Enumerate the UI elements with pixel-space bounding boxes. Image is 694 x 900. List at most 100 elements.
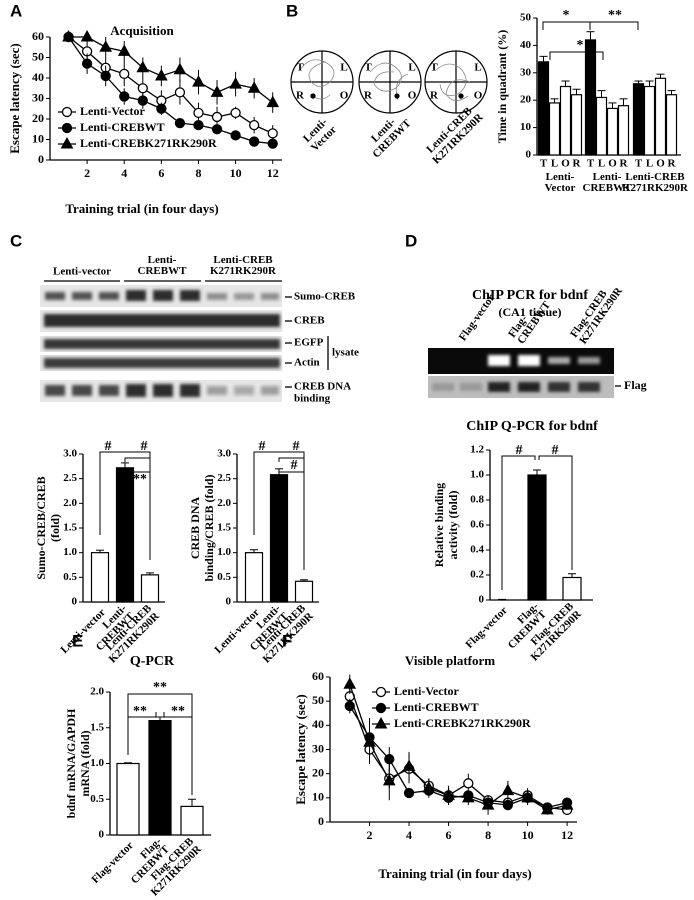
y-tick-label: 0 xyxy=(99,829,105,841)
y-tick-label: 3.0 xyxy=(217,448,231,460)
significance-mark: * xyxy=(563,8,570,23)
bar xyxy=(570,94,583,156)
chip-gel xyxy=(428,348,621,398)
bar xyxy=(537,61,550,156)
y-tick-label: 0 xyxy=(526,149,532,161)
bar xyxy=(584,39,597,156)
y-tick-label: 1.5 xyxy=(217,522,231,534)
significance-bracket xyxy=(124,457,150,462)
significance-mark: # xyxy=(516,443,523,458)
bar xyxy=(632,83,645,156)
x-tick-label: 12 xyxy=(561,828,573,842)
bar xyxy=(548,102,561,156)
y-tick-label: 3.0 xyxy=(63,448,77,460)
x-tick-label: L xyxy=(551,158,558,170)
lane-label: Lenti-vector xyxy=(53,266,111,278)
x-tick-label: R xyxy=(668,158,677,170)
point xyxy=(156,103,167,114)
x-tick-label: O xyxy=(608,158,617,170)
significance-bracket xyxy=(501,455,536,590)
y-axis-label: (fold) xyxy=(48,514,62,542)
significance-bracket xyxy=(538,455,573,570)
significance-bracket xyxy=(542,21,591,30)
significance-bracket xyxy=(99,451,151,560)
point xyxy=(266,95,280,108)
y-axis-label: mRNA (fold) xyxy=(78,730,92,796)
legend-marker xyxy=(375,702,387,714)
lane-label: Lenti- xyxy=(148,254,177,266)
x-tick-label: T xyxy=(540,158,548,170)
point xyxy=(80,29,94,42)
point xyxy=(230,130,241,141)
point xyxy=(461,790,475,803)
y-axis-label: Time in quadrant (%) xyxy=(495,30,509,143)
y-tick-label: 0.6 xyxy=(470,519,484,531)
quadrant-label: T xyxy=(296,62,304,74)
x-tick-label: R xyxy=(573,158,582,170)
x-tick-label: 6 xyxy=(446,828,452,842)
lane-label: Lenti-CREB xyxy=(213,254,273,266)
y-tick-label: 0.2 xyxy=(470,569,484,581)
point xyxy=(560,798,574,810)
group-label: Lenti- xyxy=(546,171,575,183)
quadrant-label: L xyxy=(340,62,347,74)
y-tick-label: 50 xyxy=(32,49,44,63)
y-axis-label: binding/CREB (fold) xyxy=(202,474,216,581)
significance-bracket xyxy=(124,471,151,477)
significance-mark: # xyxy=(105,439,112,454)
y-axis-label: Relative binding xyxy=(432,483,446,567)
y-axis-label: Escape latency (sec) xyxy=(293,694,308,804)
bar xyxy=(665,94,678,156)
y-tick-label: 30 xyxy=(32,90,44,104)
legend-label: Lenti-CREBK271RK290R xyxy=(80,136,217,150)
significance-mark: ** xyxy=(171,704,185,719)
quadrant-label: O xyxy=(340,90,349,102)
bar xyxy=(148,719,172,836)
y-tick-label: 2.5 xyxy=(63,472,77,484)
lane-label: CREBWT xyxy=(138,265,188,277)
point xyxy=(422,781,436,793)
y-tick-label: 0.5 xyxy=(90,793,104,805)
legend-marker xyxy=(374,716,388,729)
bar xyxy=(527,474,547,601)
gel-title: ChIP PCR for bdnf xyxy=(472,288,588,303)
point xyxy=(155,68,168,81)
y-tick-label: 2.0 xyxy=(90,686,104,698)
bar xyxy=(562,576,582,601)
x-tick-label: L xyxy=(646,158,653,170)
y-tick-label: 0.8 xyxy=(470,494,484,506)
y-tick-label: 0.5 xyxy=(63,571,77,583)
point xyxy=(119,91,130,102)
y-tick-label: 2.5 xyxy=(217,472,231,484)
bar xyxy=(643,85,656,156)
row-label: Actin xyxy=(294,357,320,369)
panel-label: B xyxy=(286,1,298,20)
point xyxy=(344,700,355,712)
x-tick-label: 6 xyxy=(158,166,164,180)
row-label: EGFP xyxy=(294,337,324,349)
bar xyxy=(269,474,289,603)
significance-mark: * xyxy=(577,38,584,53)
x-tick-label: T xyxy=(635,158,643,170)
x-tick-label: 4 xyxy=(121,166,127,180)
x-axis-label: Training trial (in four days) xyxy=(65,201,218,216)
significance-bracket xyxy=(589,21,639,30)
point xyxy=(211,124,223,135)
legend-marker xyxy=(60,136,74,149)
legend-marker xyxy=(61,106,73,118)
point xyxy=(211,111,223,123)
y-tick-label: 0 xyxy=(318,814,324,828)
x-tick-label: 8 xyxy=(485,828,491,842)
point xyxy=(193,107,204,118)
point xyxy=(99,40,113,52)
quadrant-label: L xyxy=(408,62,415,74)
chart-title: Acquisition xyxy=(110,23,174,38)
bar xyxy=(244,552,264,603)
point xyxy=(442,788,455,800)
row-label: Sumo-CREB xyxy=(294,291,356,303)
y-tick-label: 10 xyxy=(520,121,532,133)
bar xyxy=(559,85,572,156)
legend-label: Lenti-Vector xyxy=(80,104,146,118)
panel-label: F xyxy=(282,631,292,650)
